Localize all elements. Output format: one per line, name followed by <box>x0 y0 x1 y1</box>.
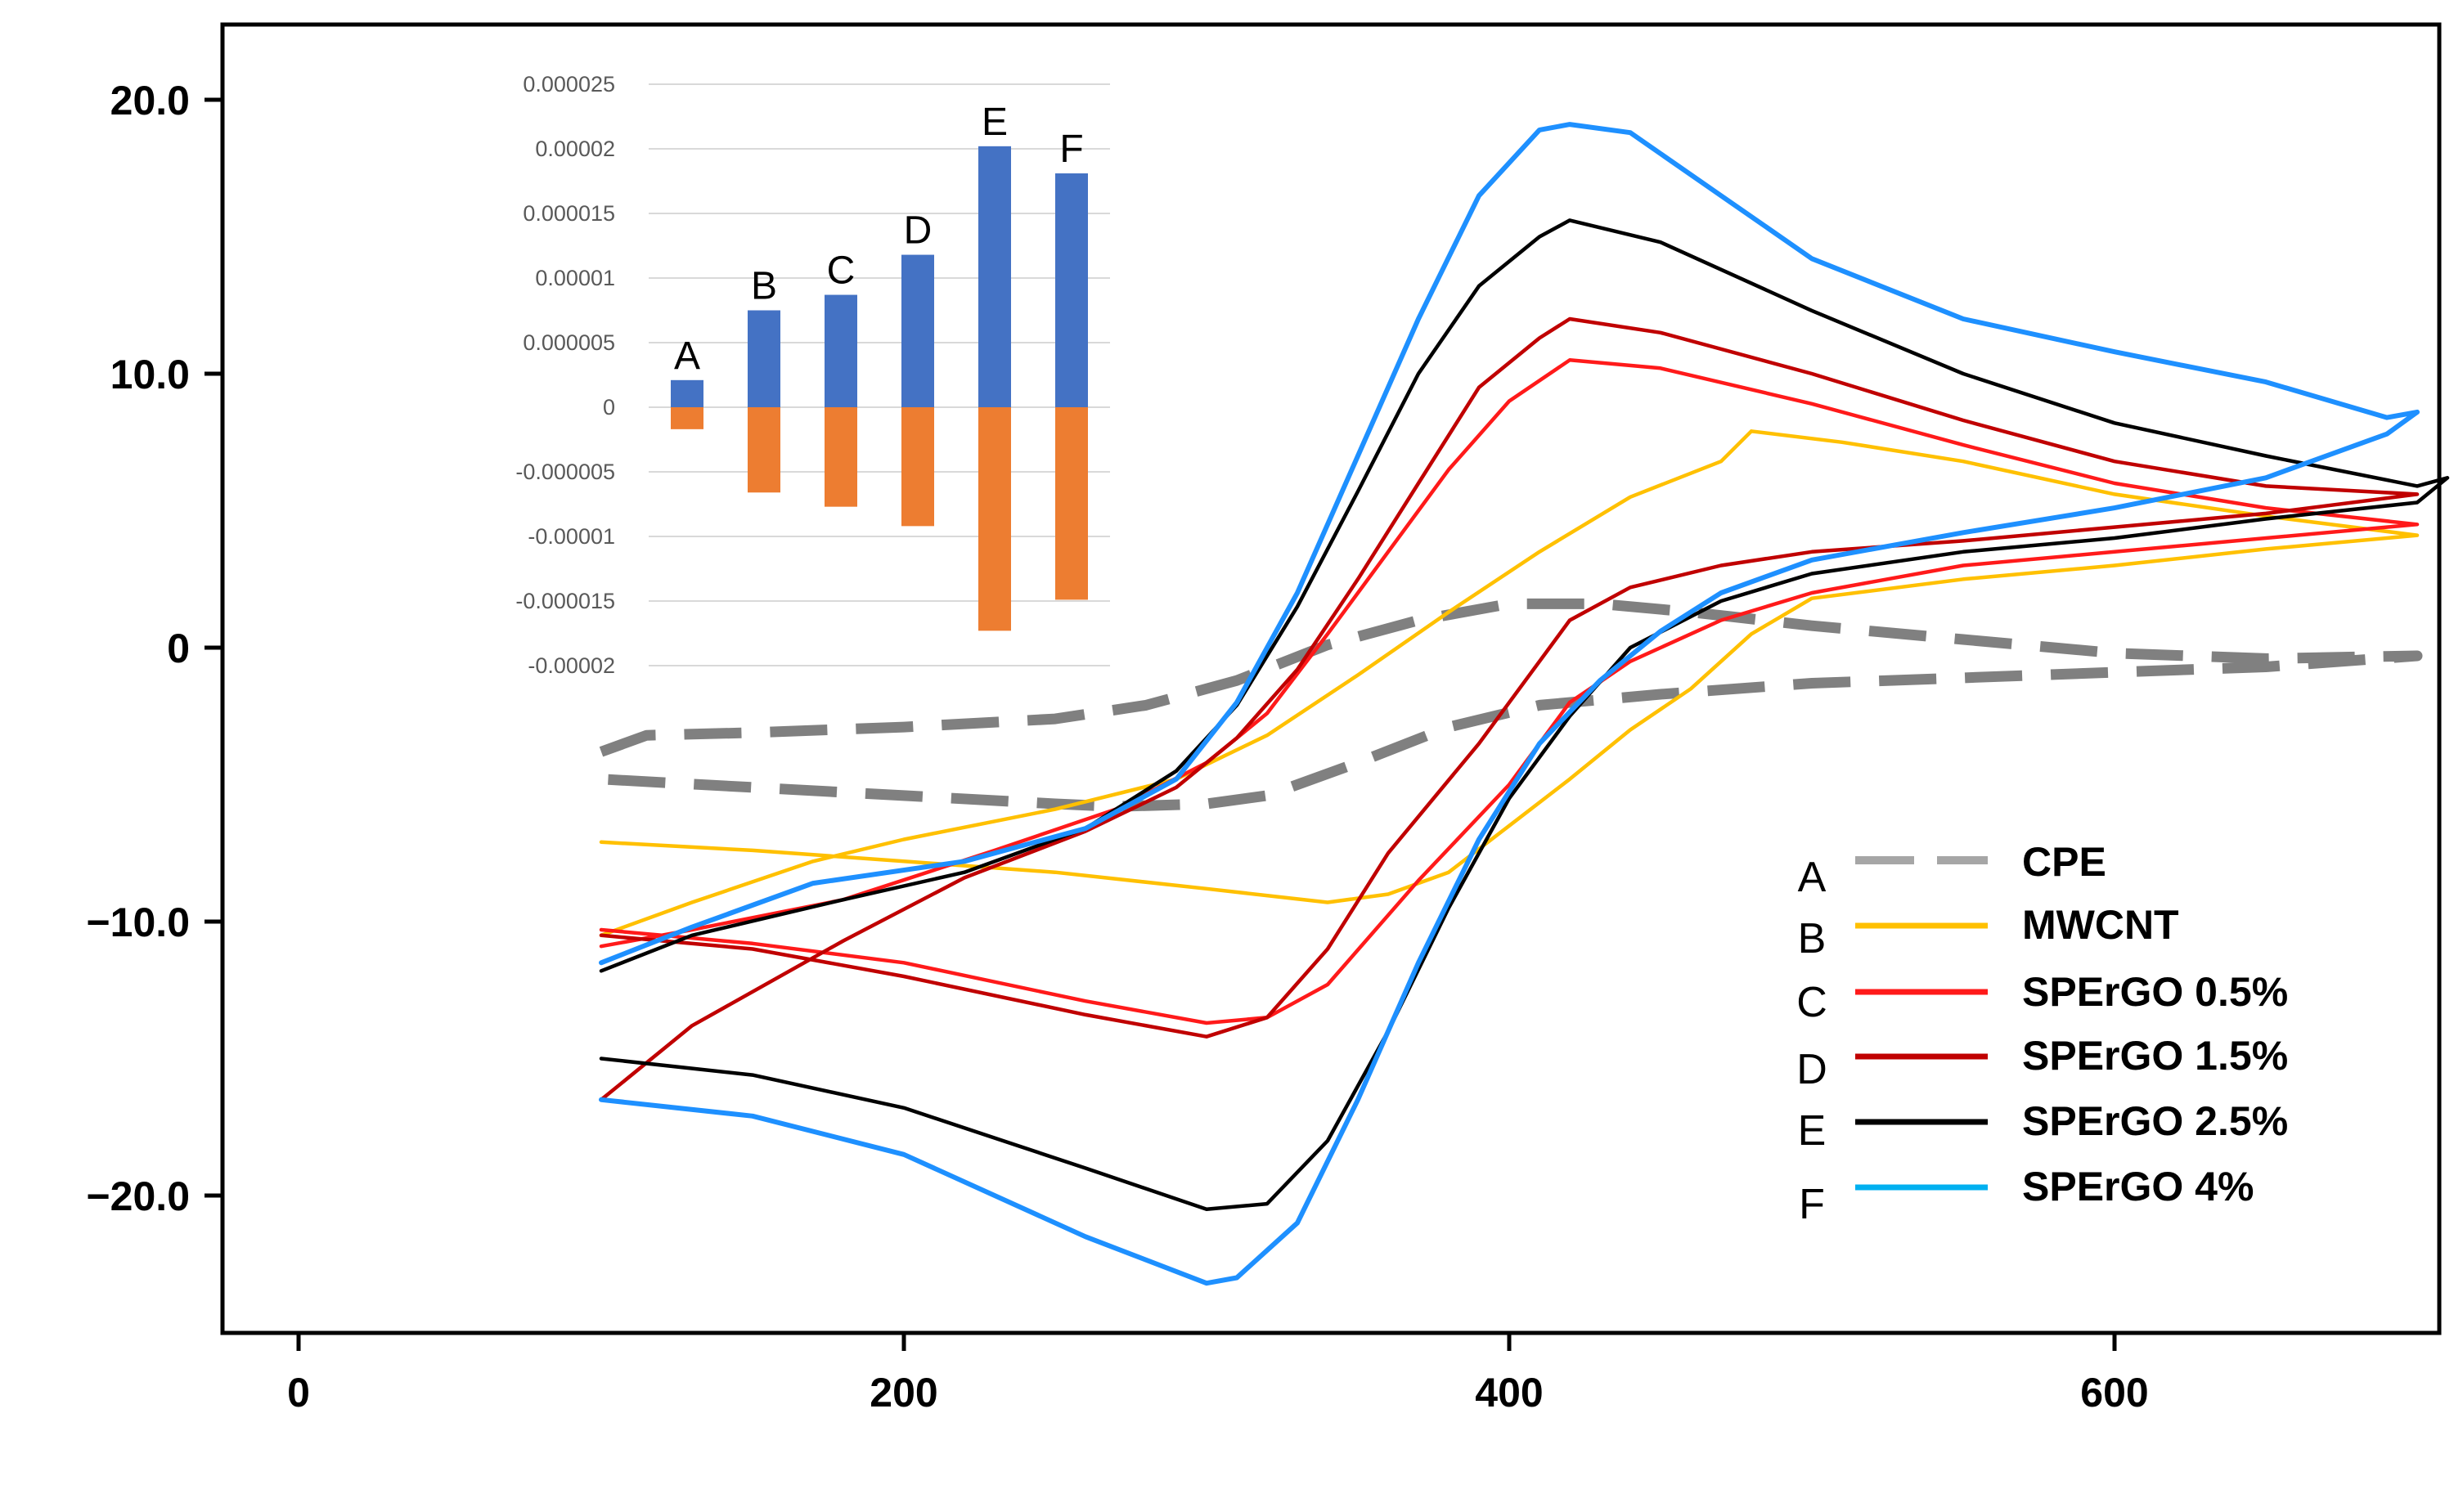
legend: A CPE B MWCNT C SPErGO 0.5% D SPErGO 1.5% E SPErG… <box>1796 839 2288 1228</box>
inset-y-tick-label: 0.000005 <box>523 330 615 355</box>
inset-bar-cathodic-E <box>978 407 1011 631</box>
inset-bar-label: F <box>1059 128 1083 171</box>
y-tick-label: −20.0 <box>86 1173 190 1219</box>
inset-y-tick-label: -0.000005 <box>515 460 615 484</box>
inset-bar-cathodic-B <box>748 407 780 493</box>
y-tick-label: −10.0 <box>86 900 190 945</box>
x-tick-label: 600 <box>2080 1370 2148 1416</box>
inset-gridlines: 0.000025 0.00002 0.000015 0.00001 0.000005 0 -… <box>515 72 1110 678</box>
legend-name-F: SPErGO 4% <box>2022 1164 2254 1209</box>
inset-bar-anodic-B <box>748 310 780 407</box>
inset-bar-label: D <box>904 209 933 253</box>
inset-y-tick-label: 0.00001 <box>535 266 615 290</box>
legend-name-E: SPErGO 2.5% <box>2022 1098 2288 1144</box>
inset-bar-cathodic-F <box>1055 407 1088 600</box>
inset-y-tick-label: -0.00001 <box>528 524 615 549</box>
y-axis-ticks: 20.0 10.0 0 −10.0 −20.0 <box>86 78 222 1219</box>
inset-category-labels: A B C D E F <box>674 101 1084 378</box>
inset-bar-anodic-C <box>825 294 857 407</box>
legend-letter-D: D <box>1796 1046 1827 1093</box>
inset-y-tick-label: -0.000015 <box>515 589 615 613</box>
curve-D <box>599 316 2420 1102</box>
inset-bar-label: B <box>751 265 777 308</box>
inset-bar-label: C <box>827 249 856 293</box>
inset-bar-label: A <box>674 334 700 378</box>
curve-F <box>599 122 2420 1286</box>
x-tick-label: 200 <box>870 1370 937 1416</box>
inset-bar-anodic-F <box>1055 173 1088 407</box>
inset-bar-label: E <box>982 101 1008 144</box>
legend-letter-F: F <box>1799 1181 1825 1228</box>
curve-B <box>599 429 2420 938</box>
y-tick-label: 20.0 <box>110 78 190 123</box>
voltammogram-curves <box>599 122 2450 1286</box>
y-tick-label: 10.0 <box>110 352 190 397</box>
inset-y-tick-label: 0 <box>603 395 615 420</box>
inset-bar-cathodic-A <box>671 407 703 429</box>
inset-y-tick-label: -0.00002 <box>528 653 615 678</box>
legend-letter-E: E <box>1798 1107 1827 1155</box>
inset-bar-chart: 0.000025 0.00002 0.000015 0.00001 0.000005 0 -… <box>515 72 1110 678</box>
legend-letter-A: A <box>1798 854 1827 901</box>
inset-bar-cathodic-D <box>901 407 934 527</box>
legend-name-B: MWCNT <box>2022 902 2179 948</box>
legend-name-C: SPErGO 0.5% <box>2022 969 2288 1015</box>
legend-letter-B: B <box>1798 915 1827 962</box>
inset-bar-anodic-A <box>671 379 703 407</box>
inset-bar-cathodic-C <box>825 407 857 507</box>
inset-y-tick-label: 0.00002 <box>535 137 615 161</box>
y-tick-label: 0 <box>167 626 190 671</box>
legend-name-A: CPE <box>2022 839 2106 885</box>
curve-A <box>599 598 2423 812</box>
inset-bars <box>671 146 1088 631</box>
legend-name-D: SPErGO 1.5% <box>2022 1033 2288 1079</box>
inset-y-tick-label: 0.000015 <box>523 201 615 226</box>
x-axis-ticks: 0 200 400 600 <box>287 1333 2149 1416</box>
x-tick-label: 0 <box>287 1370 310 1416</box>
legend-letter-C: C <box>1796 979 1827 1026</box>
inset-y-tick-label: 0.000025 <box>523 72 615 96</box>
inset-bar-anodic-E <box>978 146 1011 407</box>
inset-bar-anodic-D <box>901 254 934 407</box>
x-tick-label: 400 <box>1475 1370 1543 1416</box>
